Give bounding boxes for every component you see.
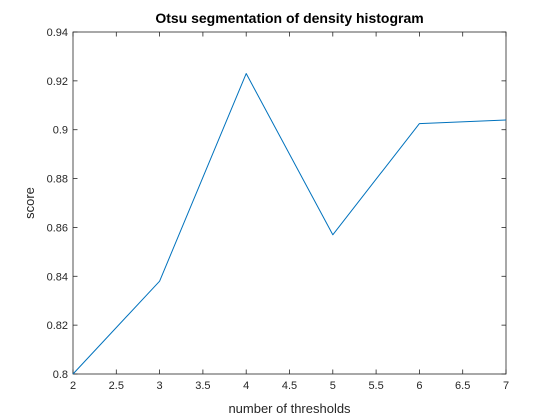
x-tick-label: 6.5 (455, 380, 470, 392)
y-tick-label: 0.82 (47, 320, 68, 332)
x-tick-label: 7 (503, 380, 509, 392)
y-tick-label: 0.84 (47, 271, 68, 283)
x-tick-label: 4 (243, 380, 249, 392)
x-tick-label: 3.5 (195, 380, 210, 392)
x-tick-label: 4.5 (282, 380, 297, 392)
y-tick-label: 0.8 (53, 369, 68, 381)
y-tick-label: 0.94 (47, 27, 68, 39)
plot-area (72, 31, 507, 375)
chart-title: Otsu segmentation of density histogram (155, 10, 423, 26)
x-tick-label: 3 (157, 380, 163, 392)
y-tick-label: 0.88 (47, 174, 68, 186)
x-tick-label: 2 (70, 380, 76, 392)
y-axis: 0.8 0.82 0.84 0.86 0.88 0.9 0.92 0.94 (47, 27, 506, 381)
x-tick-label: 5.5 (368, 380, 383, 392)
y-tick-label: 0.92 (47, 76, 68, 88)
y-tick-label: 0.86 (47, 222, 68, 234)
y-axis-label: score (22, 187, 37, 219)
x-axis: 2 2.5 3 3.5 4 4.5 5 5.5 6 6.5 7 (70, 32, 509, 392)
x-tick-label: 6 (416, 380, 422, 392)
x-axis-label: number of thresholds (228, 401, 351, 416)
series-line (72, 73, 507, 375)
y-tick-label: 0.9 (53, 125, 68, 137)
x-tick-label: 2.5 (109, 380, 124, 392)
x-tick-label: 5 (330, 380, 336, 392)
series-layer (72, 73, 507, 375)
